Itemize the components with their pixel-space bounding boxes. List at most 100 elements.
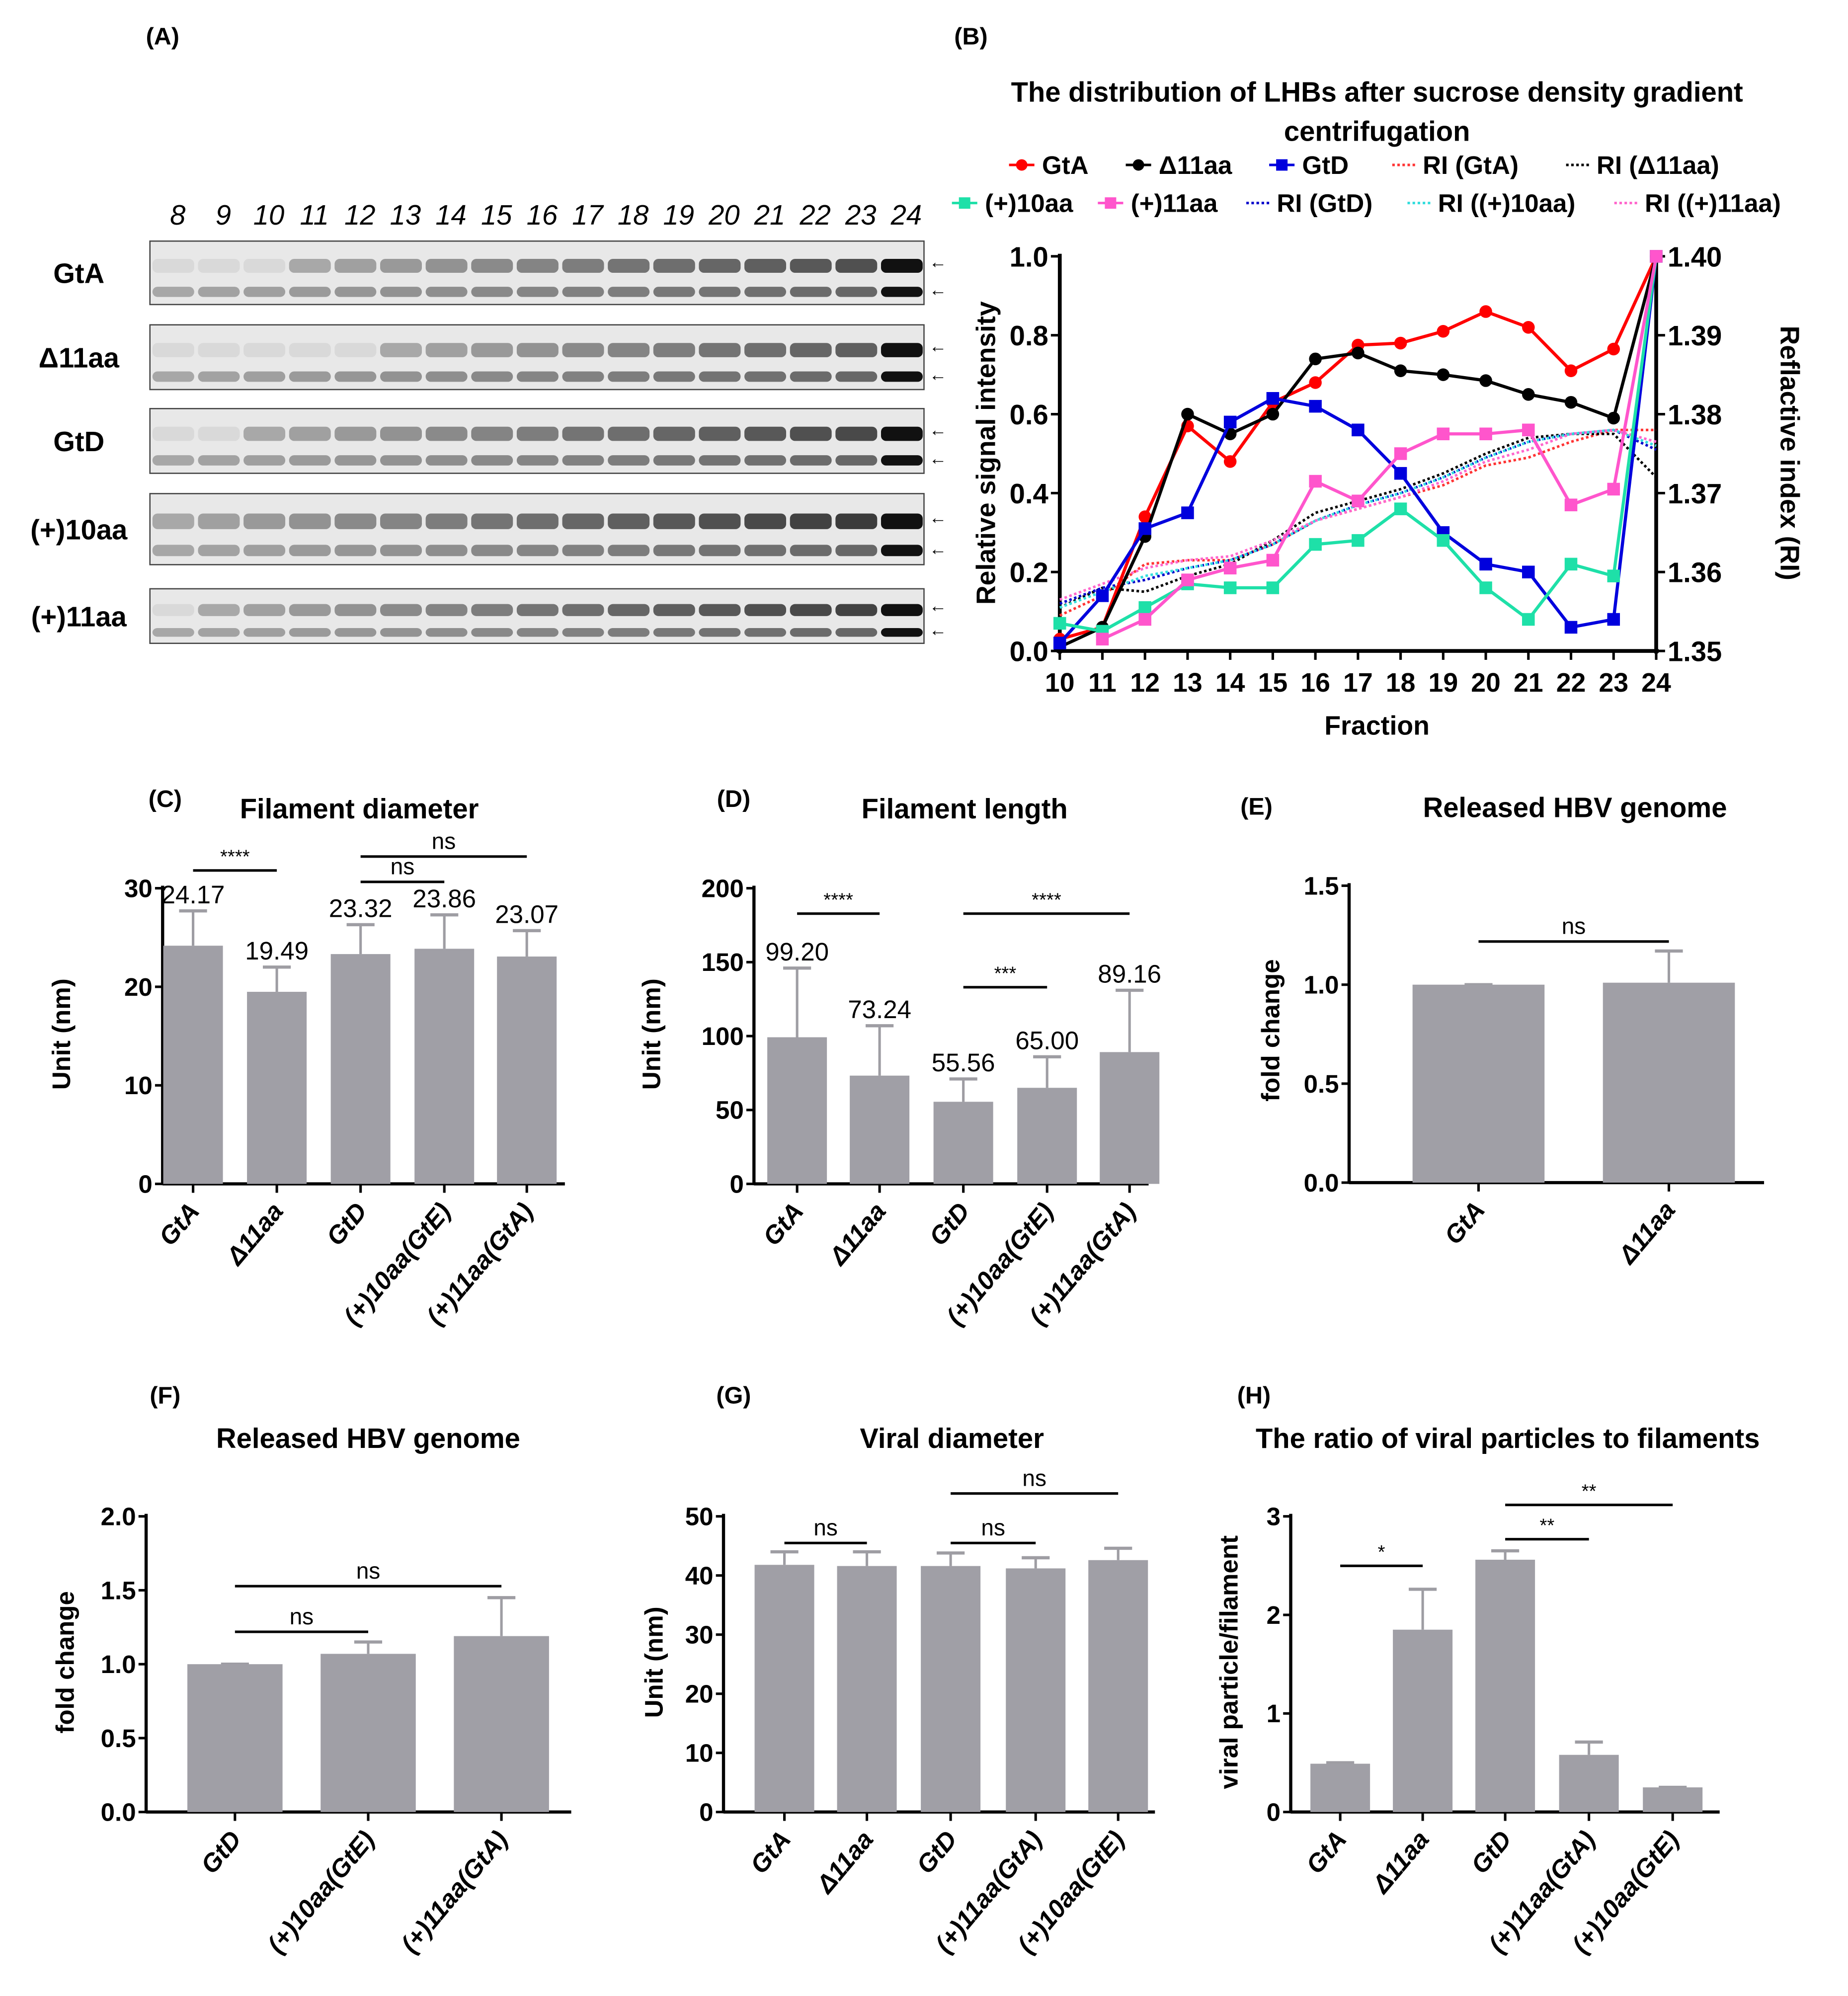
lane-number: 12 — [344, 199, 375, 231]
data-label: 73.24 — [848, 995, 911, 1024]
upper-band — [562, 604, 604, 616]
lower-band — [608, 455, 650, 466]
band-arrow-icon: ← — [929, 280, 947, 300]
significance-label: **** — [220, 846, 250, 868]
upper-band — [562, 343, 604, 357]
y-axis-label: Relative signal intensity — [971, 301, 1001, 605]
data-point — [1522, 321, 1535, 334]
bar — [1559, 1755, 1619, 1812]
x-tick-label: 17 — [1343, 668, 1373, 698]
data-point — [1437, 427, 1450, 441]
upper-band — [471, 258, 513, 273]
y-tick-label: 2 — [1267, 1601, 1281, 1629]
data-point — [1181, 506, 1194, 519]
upper-band — [699, 343, 741, 357]
upper-band — [243, 604, 286, 616]
western-blot-panel: 8 9 10 11 12 13 14 15 16 17 18 19 20 21 22 23 24 GtA ← ← Δ11… — [30, 199, 947, 644]
lower-band — [744, 545, 787, 557]
x-tick-label: 10 — [1045, 668, 1075, 698]
lower-band — [380, 371, 422, 382]
x-tick-label: (+)11aa(GtA) — [396, 1825, 513, 1958]
upper-band — [380, 258, 422, 273]
lower-band — [653, 628, 695, 637]
panel-label: (E) — [1240, 793, 1273, 820]
lower-band — [699, 545, 741, 557]
blot-row-label: Δ11aa — [39, 342, 120, 373]
blot-row-label: (+)11aa — [31, 601, 127, 632]
bar — [1088, 1560, 1148, 1812]
data-point — [1138, 601, 1151, 614]
lower-band — [152, 371, 194, 382]
lower-band — [790, 371, 832, 382]
y-tick-label: 0 — [1267, 1798, 1281, 1827]
upper-band — [744, 258, 787, 273]
y2-tick-label: 1.40 — [1668, 241, 1722, 272]
lower-band — [790, 455, 832, 466]
upper-band — [425, 513, 468, 529]
bar — [850, 1075, 910, 1184]
y-tick-label: 10 — [685, 1739, 714, 1767]
chart-title: The ratio of viral particles to filament… — [1256, 1423, 1760, 1454]
bar — [454, 1636, 549, 1812]
x-tick-label: 13 — [1173, 668, 1203, 698]
x-tick-label: 16 — [1300, 668, 1330, 698]
bar — [414, 949, 475, 1184]
bar-chart-h: The ratio of viral particles to filament… — [1214, 1423, 1760, 1959]
x-tick-label: 12 — [1130, 668, 1160, 698]
upper-band — [881, 343, 923, 357]
chart-title: Released HBV genome — [216, 1423, 520, 1454]
lower-band — [562, 455, 604, 466]
data-point — [1352, 423, 1365, 437]
bar — [1603, 982, 1735, 1183]
lower-band — [516, 455, 559, 466]
lower-band — [835, 455, 878, 466]
lower-band — [289, 287, 331, 297]
data-label: 23.86 — [412, 884, 476, 913]
lower-band — [881, 545, 923, 557]
upper-band — [471, 604, 513, 616]
lower-band — [653, 455, 695, 466]
y-tick-label: 1.0 — [1010, 241, 1048, 272]
significance-label: ns — [290, 1603, 314, 1629]
lower-band — [380, 455, 422, 466]
legend-label: RI (GtD) — [1277, 189, 1372, 217]
significance-label: ns — [356, 1558, 381, 1584]
lower-band — [198, 371, 240, 382]
y-tick-label: 0.5 — [101, 1724, 136, 1753]
chart-title: Viral diameter — [860, 1423, 1044, 1454]
lower-band — [425, 287, 468, 297]
lower-band — [471, 545, 513, 557]
data-point — [1223, 455, 1237, 468]
upper-band — [425, 343, 468, 357]
chart-title: Filament length — [862, 793, 1068, 824]
data-point — [1352, 534, 1365, 547]
data-point — [1266, 407, 1280, 421]
bar — [1643, 1787, 1703, 1812]
upper-band — [243, 426, 286, 441]
y2-tick-label: 1.38 — [1668, 399, 1722, 430]
significance-label: ns — [432, 828, 456, 854]
upper-band — [835, 258, 878, 273]
data-label: 89.16 — [1098, 960, 1161, 988]
lane-number: 8 — [170, 199, 185, 231]
x-tick-label: 11 — [1088, 668, 1117, 698]
data-point — [1181, 573, 1194, 586]
x-tick-label: 18 — [1386, 668, 1416, 698]
lower-band — [881, 628, 923, 637]
bar-chart-d: Filament length Unit (nm) 0 50 100 150 200 GtA 9… — [637, 793, 1161, 1330]
y-tick-label: 40 — [685, 1562, 714, 1590]
lower-band — [881, 287, 923, 297]
x-tick-label: GtD — [911, 1825, 963, 1879]
bar — [933, 1102, 993, 1184]
legend-label: GtA — [1042, 151, 1089, 179]
band-arrow-icon: ← — [929, 448, 947, 468]
data-point — [1309, 376, 1322, 389]
significance-label: ns — [1022, 1465, 1046, 1491]
significance-label: **** — [823, 889, 853, 910]
y-tick-label: 0.0 — [101, 1798, 136, 1827]
upper-band — [881, 513, 923, 529]
bar — [187, 1664, 283, 1812]
upper-band — [608, 604, 650, 616]
data-point — [1607, 411, 1620, 425]
upper-band — [653, 513, 695, 529]
